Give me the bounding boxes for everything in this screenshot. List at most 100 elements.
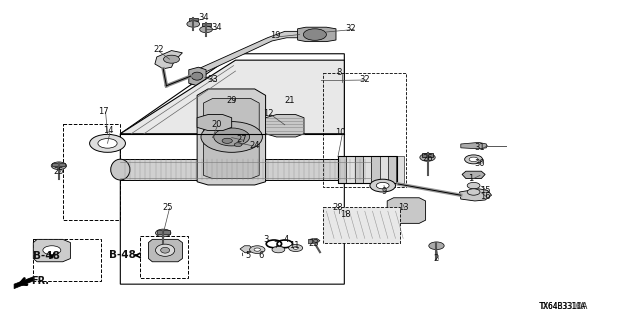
Text: TX64B3310A: TX64B3310A — [538, 302, 588, 311]
Polygon shape — [33, 239, 70, 262]
Circle shape — [420, 154, 435, 161]
Polygon shape — [204, 99, 259, 179]
Text: 20: 20 — [211, 120, 221, 129]
Polygon shape — [197, 115, 232, 131]
Ellipse shape — [156, 244, 175, 256]
Polygon shape — [240, 246, 253, 253]
Text: 25: 25 — [54, 167, 64, 176]
Polygon shape — [189, 67, 206, 86]
Bar — [120, 159, 371, 180]
Text: 28: 28 — [333, 203, 343, 212]
Polygon shape — [148, 239, 182, 262]
Text: B-48: B-48 — [33, 251, 60, 261]
Ellipse shape — [293, 247, 298, 249]
Circle shape — [201, 122, 262, 152]
Polygon shape — [191, 31, 300, 75]
Circle shape — [467, 182, 480, 189]
Polygon shape — [266, 115, 304, 137]
Text: 29: 29 — [227, 96, 237, 105]
Bar — [396, 156, 404, 183]
Text: 34: 34 — [211, 23, 221, 32]
Polygon shape — [323, 207, 400, 243]
Text: 2: 2 — [434, 254, 439, 263]
Text: 31: 31 — [475, 143, 485, 152]
Circle shape — [272, 246, 285, 253]
Polygon shape — [224, 94, 240, 103]
Text: 17: 17 — [99, 107, 109, 116]
Text: 24: 24 — [250, 141, 260, 150]
Ellipse shape — [250, 246, 265, 253]
Circle shape — [469, 157, 478, 162]
Text: 12: 12 — [264, 109, 274, 118]
Circle shape — [294, 76, 314, 86]
Bar — [346, 156, 355, 183]
Ellipse shape — [254, 248, 260, 251]
Polygon shape — [462, 171, 485, 179]
Circle shape — [303, 29, 326, 40]
Polygon shape — [287, 74, 321, 87]
Text: 8: 8 — [337, 68, 342, 77]
Text: 6: 6 — [259, 252, 264, 260]
Bar — [140, 236, 188, 278]
Text: 14: 14 — [104, 126, 114, 135]
Text: 1: 1 — [468, 174, 473, 183]
Polygon shape — [460, 189, 492, 201]
Text: TX64B3310A: TX64B3310A — [540, 302, 586, 311]
Circle shape — [51, 162, 67, 170]
Text: 15: 15 — [480, 186, 490, 195]
Polygon shape — [191, 63, 274, 85]
Polygon shape — [189, 18, 198, 21]
Bar — [338, 156, 397, 183]
Text: B-48: B-48 — [109, 250, 136, 260]
Text: 32: 32 — [346, 24, 356, 33]
Polygon shape — [422, 153, 433, 157]
Text: 30: 30 — [475, 159, 485, 168]
Bar — [63, 124, 120, 220]
Polygon shape — [120, 60, 344, 134]
Circle shape — [370, 179, 396, 192]
Polygon shape — [157, 230, 170, 234]
Circle shape — [200, 26, 212, 33]
Circle shape — [156, 229, 171, 237]
Text: 3: 3 — [263, 235, 268, 244]
Text: 4: 4 — [284, 235, 289, 244]
Circle shape — [222, 138, 232, 143]
Polygon shape — [52, 163, 65, 166]
Text: 22: 22 — [154, 45, 164, 54]
Text: 23: 23 — [308, 239, 319, 248]
Text: 9: 9 — [381, 187, 387, 196]
Text: 26: 26 — [422, 154, 433, 163]
Polygon shape — [202, 23, 211, 26]
Ellipse shape — [111, 159, 130, 180]
Bar — [323, 73, 406, 187]
Polygon shape — [461, 142, 486, 149]
Text: 18: 18 — [340, 210, 351, 219]
Text: 27: 27 — [237, 135, 247, 144]
Text: 34: 34 — [198, 13, 209, 22]
Polygon shape — [387, 198, 426, 223]
Polygon shape — [155, 51, 182, 69]
Text: FR.: FR. — [31, 276, 49, 286]
Circle shape — [234, 143, 242, 147]
Circle shape — [429, 242, 444, 250]
Polygon shape — [197, 89, 266, 185]
Bar — [355, 156, 363, 183]
Polygon shape — [298, 27, 336, 42]
Ellipse shape — [164, 55, 179, 63]
Ellipse shape — [161, 247, 170, 253]
Circle shape — [187, 21, 200, 27]
Text: 11: 11 — [289, 241, 300, 250]
Polygon shape — [14, 277, 33, 289]
Text: 10: 10 — [335, 128, 346, 137]
Bar — [388, 156, 396, 183]
Circle shape — [214, 128, 250, 146]
Text: 7: 7 — [274, 241, 279, 250]
Bar — [371, 156, 380, 183]
Ellipse shape — [191, 72, 203, 80]
Text: 13: 13 — [398, 203, 408, 212]
Text: 5: 5 — [246, 252, 251, 260]
Polygon shape — [308, 238, 320, 244]
Circle shape — [98, 139, 117, 148]
Text: 32: 32 — [360, 75, 370, 84]
Bar — [338, 156, 346, 183]
